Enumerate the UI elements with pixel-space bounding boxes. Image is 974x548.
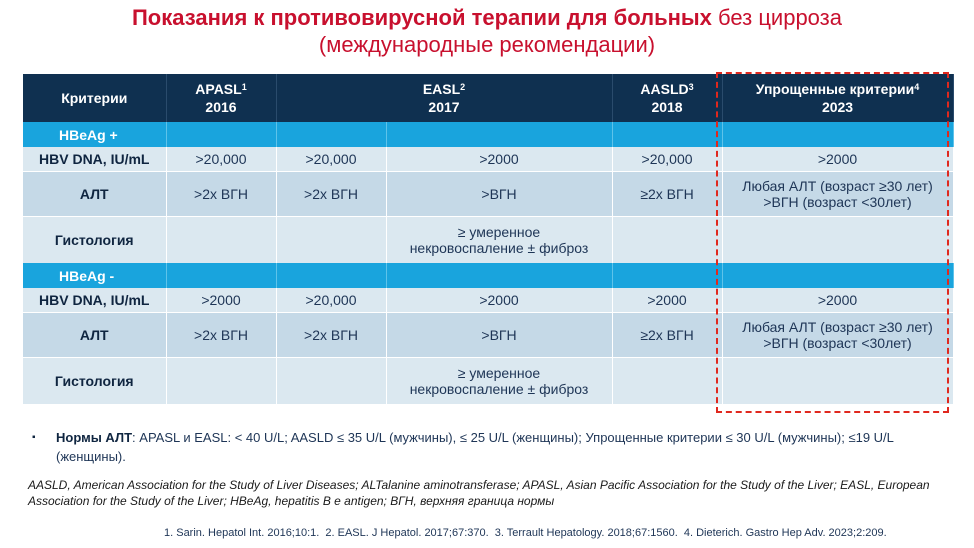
cell-simplified: >2000	[722, 288, 954, 313]
cell-apasl: >2x ВГН	[166, 312, 277, 358]
section-label: HBeAg -	[23, 263, 167, 288]
abbreviations-note: AASLD, American Association for the Stud…	[28, 478, 930, 508]
title-line-1: Показания к противовирусной терапии для …	[0, 4, 974, 31]
header-criteria: Критерии	[23, 74, 167, 122]
row-label: Гистология	[23, 216, 167, 263]
header-easl: EASL2 2017	[276, 74, 613, 122]
reference-item: 3. Terrault Hepatology. 2018;67:1560.	[494, 527, 678, 539]
section-row-hbeag-negative: HBeAg -	[23, 263, 954, 288]
table-row-dna: HBV DNA, IU/mL >20,000 >20,000 >2000 >20…	[23, 147, 954, 172]
norms-text: : APASL и EASL: < 40 U/L; AASLD ≤ 35 U/L…	[56, 430, 894, 464]
cell-aasld: ≥2x ВГН	[612, 312, 723, 358]
cell-apasl: >2x ВГН	[166, 171, 277, 217]
row-label: HBV DNA, IU/mL	[23, 288, 167, 313]
cell-aasld: >2000	[612, 288, 723, 313]
cell-histology: ≥ умеренное некровоспаление ± фиброз	[386, 216, 613, 263]
table-row-alt: АЛТ >2x ВГН >2x ВГН >ВГН ≥2x ВГН Любая А…	[23, 171, 954, 217]
norms-label: Нормы АЛТ	[56, 430, 133, 445]
cell-apasl: >20,000	[166, 147, 277, 172]
bullet-icon: ▪	[32, 432, 36, 443]
slide-title: Показания к противовирусной терапии для …	[0, 4, 974, 58]
cell-easl-b: >2000	[386, 288, 613, 313]
reference-item: 2. EASL. J Hepatol. 2017;67:370.	[325, 527, 489, 539]
title-rest: без цирроза	[711, 5, 842, 30]
header-simplified: Упрощенные критерии4 2023	[722, 74, 954, 122]
cell-easl-a: >2x ВГН	[276, 171, 387, 217]
reference-item: 4. Dieterich. Gastro Hep Adv. 2023;2:209…	[683, 527, 887, 539]
cell-easl-b: >ВГН	[386, 171, 613, 217]
criteria-table: Критерии APASL1 2016 EASL2 2017 AASLD3 2018…	[23, 74, 954, 404]
row-label: Гистология	[23, 357, 167, 404]
table-header-row: Критерии APASL1 2016 EASL2 2017 AASLD3 2018…	[23, 74, 954, 122]
section-row-hbeag-positive: HBeAg +	[23, 122, 954, 147]
row-label: HBV DNA, IU/mL	[23, 147, 167, 172]
references: 1. Sarin. Hepatol Int. 2016;10:1. 2. EAS…	[164, 527, 964, 539]
cell-simplified: Любая АЛТ (возраст ≥30 лет) >ВГН (возраст…	[722, 171, 954, 217]
cell-easl-a: >20,000	[276, 288, 387, 313]
table-row-histology: Гистология ≥ умеренное некровоспаление ± …	[23, 357, 954, 404]
cell-simplified: Любая АЛТ (возраст ≥30 лет) >ВГН (возраст…	[722, 312, 954, 358]
cell-easl-a: >20,000	[276, 147, 387, 172]
cell-easl-b: >ВГН	[386, 312, 613, 358]
header-aasld: AASLD3 2018	[612, 74, 723, 122]
title-bold: Показания к противовирусной терапии для …	[131, 5, 712, 30]
row-label: АЛТ	[23, 312, 167, 358]
cell-easl-b: >2000	[386, 147, 613, 172]
cell-apasl: >2000	[166, 288, 277, 313]
reference-item: 1. Sarin. Hepatol Int. 2016;10:1.	[164, 527, 320, 539]
table-row-dna: HBV DNA, IU/mL >2000 >20,000 >2000 >2000…	[23, 288, 954, 313]
cell-aasld: ≥2x ВГН	[612, 171, 723, 217]
table-row-alt: АЛТ >2x ВГН >2x ВГН >ВГН ≥2x ВГН Любая А…	[23, 312, 954, 358]
cell-aasld: >20,000	[612, 147, 723, 172]
title-line-2: (международные рекомендации)	[318, 32, 656, 57]
header-apasl: APASL1 2016	[166, 74, 277, 122]
cell-histology: ≥ умеренное некровоспаление ± фиброз	[386, 357, 613, 404]
section-label: HBeAg +	[23, 122, 167, 147]
cell-easl-a: >2x ВГН	[276, 312, 387, 358]
table-row-histology: Гистология ≥ умеренное некровоспаление ± …	[23, 216, 954, 263]
cell-simplified: >2000	[722, 147, 954, 172]
row-label: АЛТ	[23, 171, 167, 217]
